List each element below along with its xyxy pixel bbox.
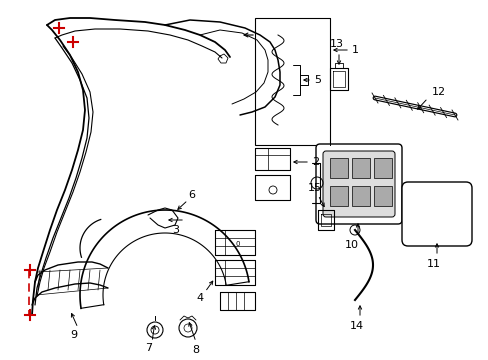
- FancyBboxPatch shape: [373, 186, 391, 206]
- Text: 3: 3: [172, 225, 179, 235]
- FancyBboxPatch shape: [329, 186, 347, 206]
- Text: 4: 4: [196, 293, 203, 303]
- Text: 15: 15: [307, 183, 321, 193]
- Text: 11: 11: [426, 259, 440, 269]
- Text: 10: 10: [345, 240, 358, 250]
- Text: 8: 8: [192, 345, 199, 355]
- Text: 1: 1: [351, 45, 358, 55]
- Text: 9: 9: [70, 330, 77, 340]
- Bar: [254, 18, 329, 145]
- Text: 13: 13: [329, 39, 343, 49]
- FancyBboxPatch shape: [351, 158, 369, 178]
- FancyBboxPatch shape: [401, 182, 471, 246]
- FancyBboxPatch shape: [329, 158, 347, 178]
- FancyBboxPatch shape: [323, 151, 394, 217]
- Text: 6: 6: [187, 190, 195, 200]
- Text: 0: 0: [235, 241, 240, 247]
- FancyBboxPatch shape: [351, 186, 369, 206]
- FancyBboxPatch shape: [373, 158, 391, 178]
- Text: 5: 5: [313, 75, 320, 85]
- Text: 2: 2: [311, 157, 319, 167]
- Text: 7: 7: [145, 343, 152, 353]
- Text: 12: 12: [431, 87, 445, 97]
- FancyBboxPatch shape: [315, 144, 401, 224]
- Text: 14: 14: [349, 321, 364, 331]
